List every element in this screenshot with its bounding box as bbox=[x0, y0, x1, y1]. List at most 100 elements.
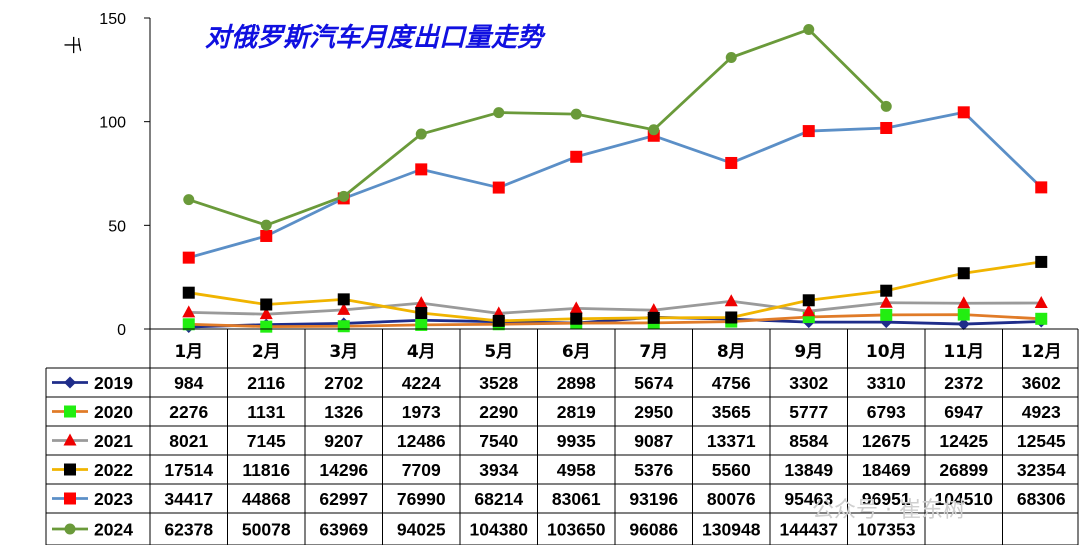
table-cell: 68306 bbox=[1017, 489, 1066, 509]
data-point-2022 bbox=[880, 284, 893, 297]
data-point-2022 bbox=[647, 311, 660, 324]
data-point-2023 bbox=[1035, 181, 1048, 194]
table-cell: 96086 bbox=[629, 520, 678, 540]
table-cell: 94025 bbox=[397, 520, 446, 540]
table-cell: 7145 bbox=[247, 431, 286, 451]
series-line-2023 bbox=[188, 110, 1043, 259]
data-point-2021 bbox=[182, 305, 196, 318]
series-2024 bbox=[183, 24, 892, 231]
data-point-2020 bbox=[1035, 312, 1048, 325]
x-category-label: 1月 bbox=[174, 342, 203, 362]
data-point-2021 bbox=[414, 296, 428, 309]
data-point-2021 bbox=[957, 296, 971, 309]
table-cell: 3310 bbox=[867, 373, 906, 393]
data-point-2019 bbox=[957, 318, 970, 331]
data-point-2022 bbox=[570, 312, 583, 325]
legend-marker bbox=[64, 405, 76, 418]
data-point-2022 bbox=[415, 307, 428, 320]
data-point-2024 bbox=[725, 52, 737, 64]
table-cell: 4224 bbox=[402, 373, 441, 393]
table-cell: 8584 bbox=[789, 431, 828, 451]
series-2022 bbox=[182, 255, 1048, 327]
table-cell: 3302 bbox=[789, 373, 828, 393]
table-cell: 9935 bbox=[557, 431, 596, 451]
table-cell: 104510 bbox=[935, 489, 994, 509]
table-cell: 76990 bbox=[397, 489, 446, 509]
table-cell: 4958 bbox=[557, 460, 596, 480]
series-line-2020 bbox=[188, 313, 1042, 329]
x-category-label: 4月 bbox=[407, 342, 436, 362]
data-point-2024 bbox=[880, 100, 892, 112]
series-layer bbox=[182, 24, 1048, 333]
data-point-2021 bbox=[337, 302, 351, 315]
table-cell: 32354 bbox=[1017, 460, 1066, 480]
table-cell: 95463 bbox=[784, 489, 833, 509]
data-point-2024 bbox=[570, 108, 582, 120]
x-category-label: 10月 bbox=[866, 342, 907, 362]
data-point-2023 bbox=[182, 251, 195, 264]
data-point-2024 bbox=[415, 128, 427, 140]
legend-key-2023 bbox=[52, 492, 88, 505]
data-point-2024 bbox=[803, 24, 815, 36]
table-cell: 6947 bbox=[944, 402, 983, 422]
chart-title: 对俄罗斯汽车月度出口量走势 bbox=[205, 23, 546, 53]
table-cell: 9207 bbox=[324, 431, 363, 451]
table-cell: 62378 bbox=[164, 520, 213, 540]
data-point-2023 bbox=[415, 163, 428, 176]
table-cell: 93196 bbox=[629, 489, 678, 509]
table-cell: 11816 bbox=[242, 460, 290, 480]
table-cell: 984 bbox=[174, 373, 203, 393]
legend-marker bbox=[63, 433, 77, 446]
table-cell: 12675 bbox=[862, 431, 911, 451]
table-cell: 14296 bbox=[319, 460, 368, 480]
data-point-2024 bbox=[260, 219, 272, 231]
y-tick-label: 150 bbox=[99, 11, 126, 28]
x-category-label: 3月 bbox=[329, 342, 358, 362]
table-cell: 6793 bbox=[867, 402, 906, 422]
table-cell: 12486 bbox=[397, 431, 446, 451]
table-cell: 5777 bbox=[789, 402, 828, 422]
y-axis-unit-label: 千 bbox=[61, 36, 82, 54]
table-cell: 2290 bbox=[479, 402, 518, 422]
data-point-2023 bbox=[725, 156, 738, 169]
series-name-label: 2020 bbox=[94, 402, 133, 422]
x-category-label: 7月 bbox=[639, 342, 668, 362]
data-point-2022 bbox=[1035, 255, 1048, 268]
data-table: 1月 2月 3月 4月 5月 6月 7月 8月 9月 10月 11月 12月 2019 984 2116 27… bbox=[45, 328, 1079, 545]
table-cell: 2116 bbox=[247, 373, 285, 393]
data-point-2020 bbox=[337, 320, 350, 333]
data-point-2023 bbox=[570, 150, 583, 163]
legend-key-2020 bbox=[52, 405, 88, 418]
series-name-label: 2023 bbox=[94, 489, 133, 509]
table-cell: 104380 bbox=[470, 520, 529, 540]
table-cell: 12425 bbox=[939, 431, 988, 451]
table-cell: 1973 bbox=[402, 402, 441, 422]
table-cell: 3602 bbox=[1022, 373, 1061, 393]
table-cell: 2702 bbox=[324, 373, 363, 393]
data-point-2020 bbox=[182, 318, 195, 331]
series-name-label: 2021 bbox=[94, 431, 133, 451]
y-axis: 0 50 100 150 bbox=[99, 11, 151, 339]
data-point-2020 bbox=[260, 320, 273, 333]
data-point-2021 bbox=[259, 307, 273, 320]
table-cell: 144437 bbox=[780, 520, 838, 540]
data-point-2020 bbox=[415, 318, 428, 331]
table-cell: 107353 bbox=[857, 520, 916, 540]
table-cell: 103650 bbox=[547, 520, 606, 540]
legend-key-2021 bbox=[52, 433, 88, 446]
x-category-label: 8月 bbox=[717, 342, 746, 362]
table-cell: 17514 bbox=[164, 460, 213, 480]
data-point-2021 bbox=[569, 301, 583, 314]
series-line-2021 bbox=[188, 299, 1042, 316]
data-point-2021 bbox=[724, 294, 738, 307]
series-name-label: 2024 bbox=[94, 520, 133, 540]
table-cell: 13849 bbox=[784, 460, 833, 480]
series-2023 bbox=[182, 106, 1048, 264]
table-cell: 12545 bbox=[1017, 431, 1066, 451]
series-line-2022 bbox=[188, 260, 1042, 323]
table-cell: 68214 bbox=[474, 489, 523, 509]
data-point-2020 bbox=[957, 308, 970, 321]
x-category-label: 11月 bbox=[943, 342, 984, 362]
table-cell: 83061 bbox=[552, 489, 601, 509]
